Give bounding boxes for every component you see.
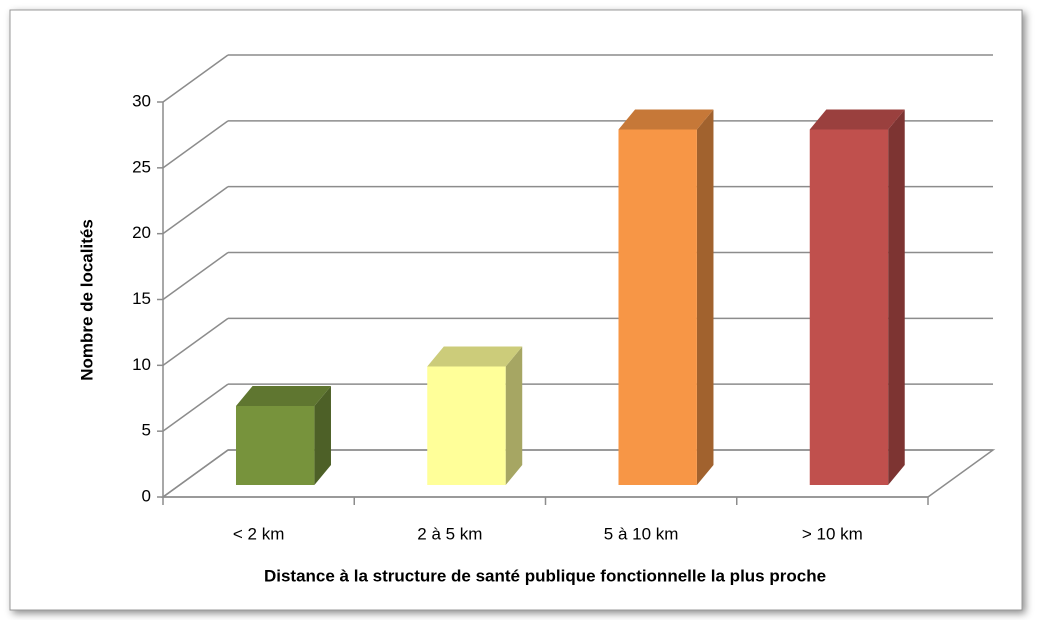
bar-front [427,366,506,486]
y-tick-label: 10 [132,355,151,374]
bar [427,346,523,486]
bar-top [427,346,523,367]
bar-side [696,109,714,486]
side-grid-line [162,449,229,498]
side-grid-line [162,383,229,432]
y-tick-label: 20 [132,223,151,242]
bar-front [809,129,889,486]
side-grid-line [162,120,229,169]
bar-side [888,109,905,486]
y-tick-label: 5 [142,421,151,440]
y-tick-label: 25 [132,157,151,176]
bar-front [235,406,315,486]
y-tick-label: 30 [132,91,151,110]
bar-top [618,109,714,130]
bar-front [618,129,697,486]
x-axis-title: Distance à la structure de santé publiqu… [264,566,826,585]
bar [618,109,714,486]
bar-top [235,386,331,407]
y-tick-label: 0 [142,486,151,505]
bar-side [314,386,331,486]
x-tick-label: < 2 km [233,524,285,543]
side-grid-line [162,317,229,366]
y-axis-title: Nombre de localités [77,219,96,381]
bar-top [809,109,905,130]
x-tick-label: 2 à 5 km [417,524,482,543]
y-tick-label: 15 [132,289,151,308]
bar [809,109,905,486]
bar [235,386,331,486]
x-tick-label: > 10 km [802,524,863,543]
bar-side [505,346,523,486]
side-grid-line [162,54,229,103]
side-grid-line [162,251,229,301]
side-grid-line [162,186,229,235]
x-tick-label: 5 à 10 km [604,524,679,543]
